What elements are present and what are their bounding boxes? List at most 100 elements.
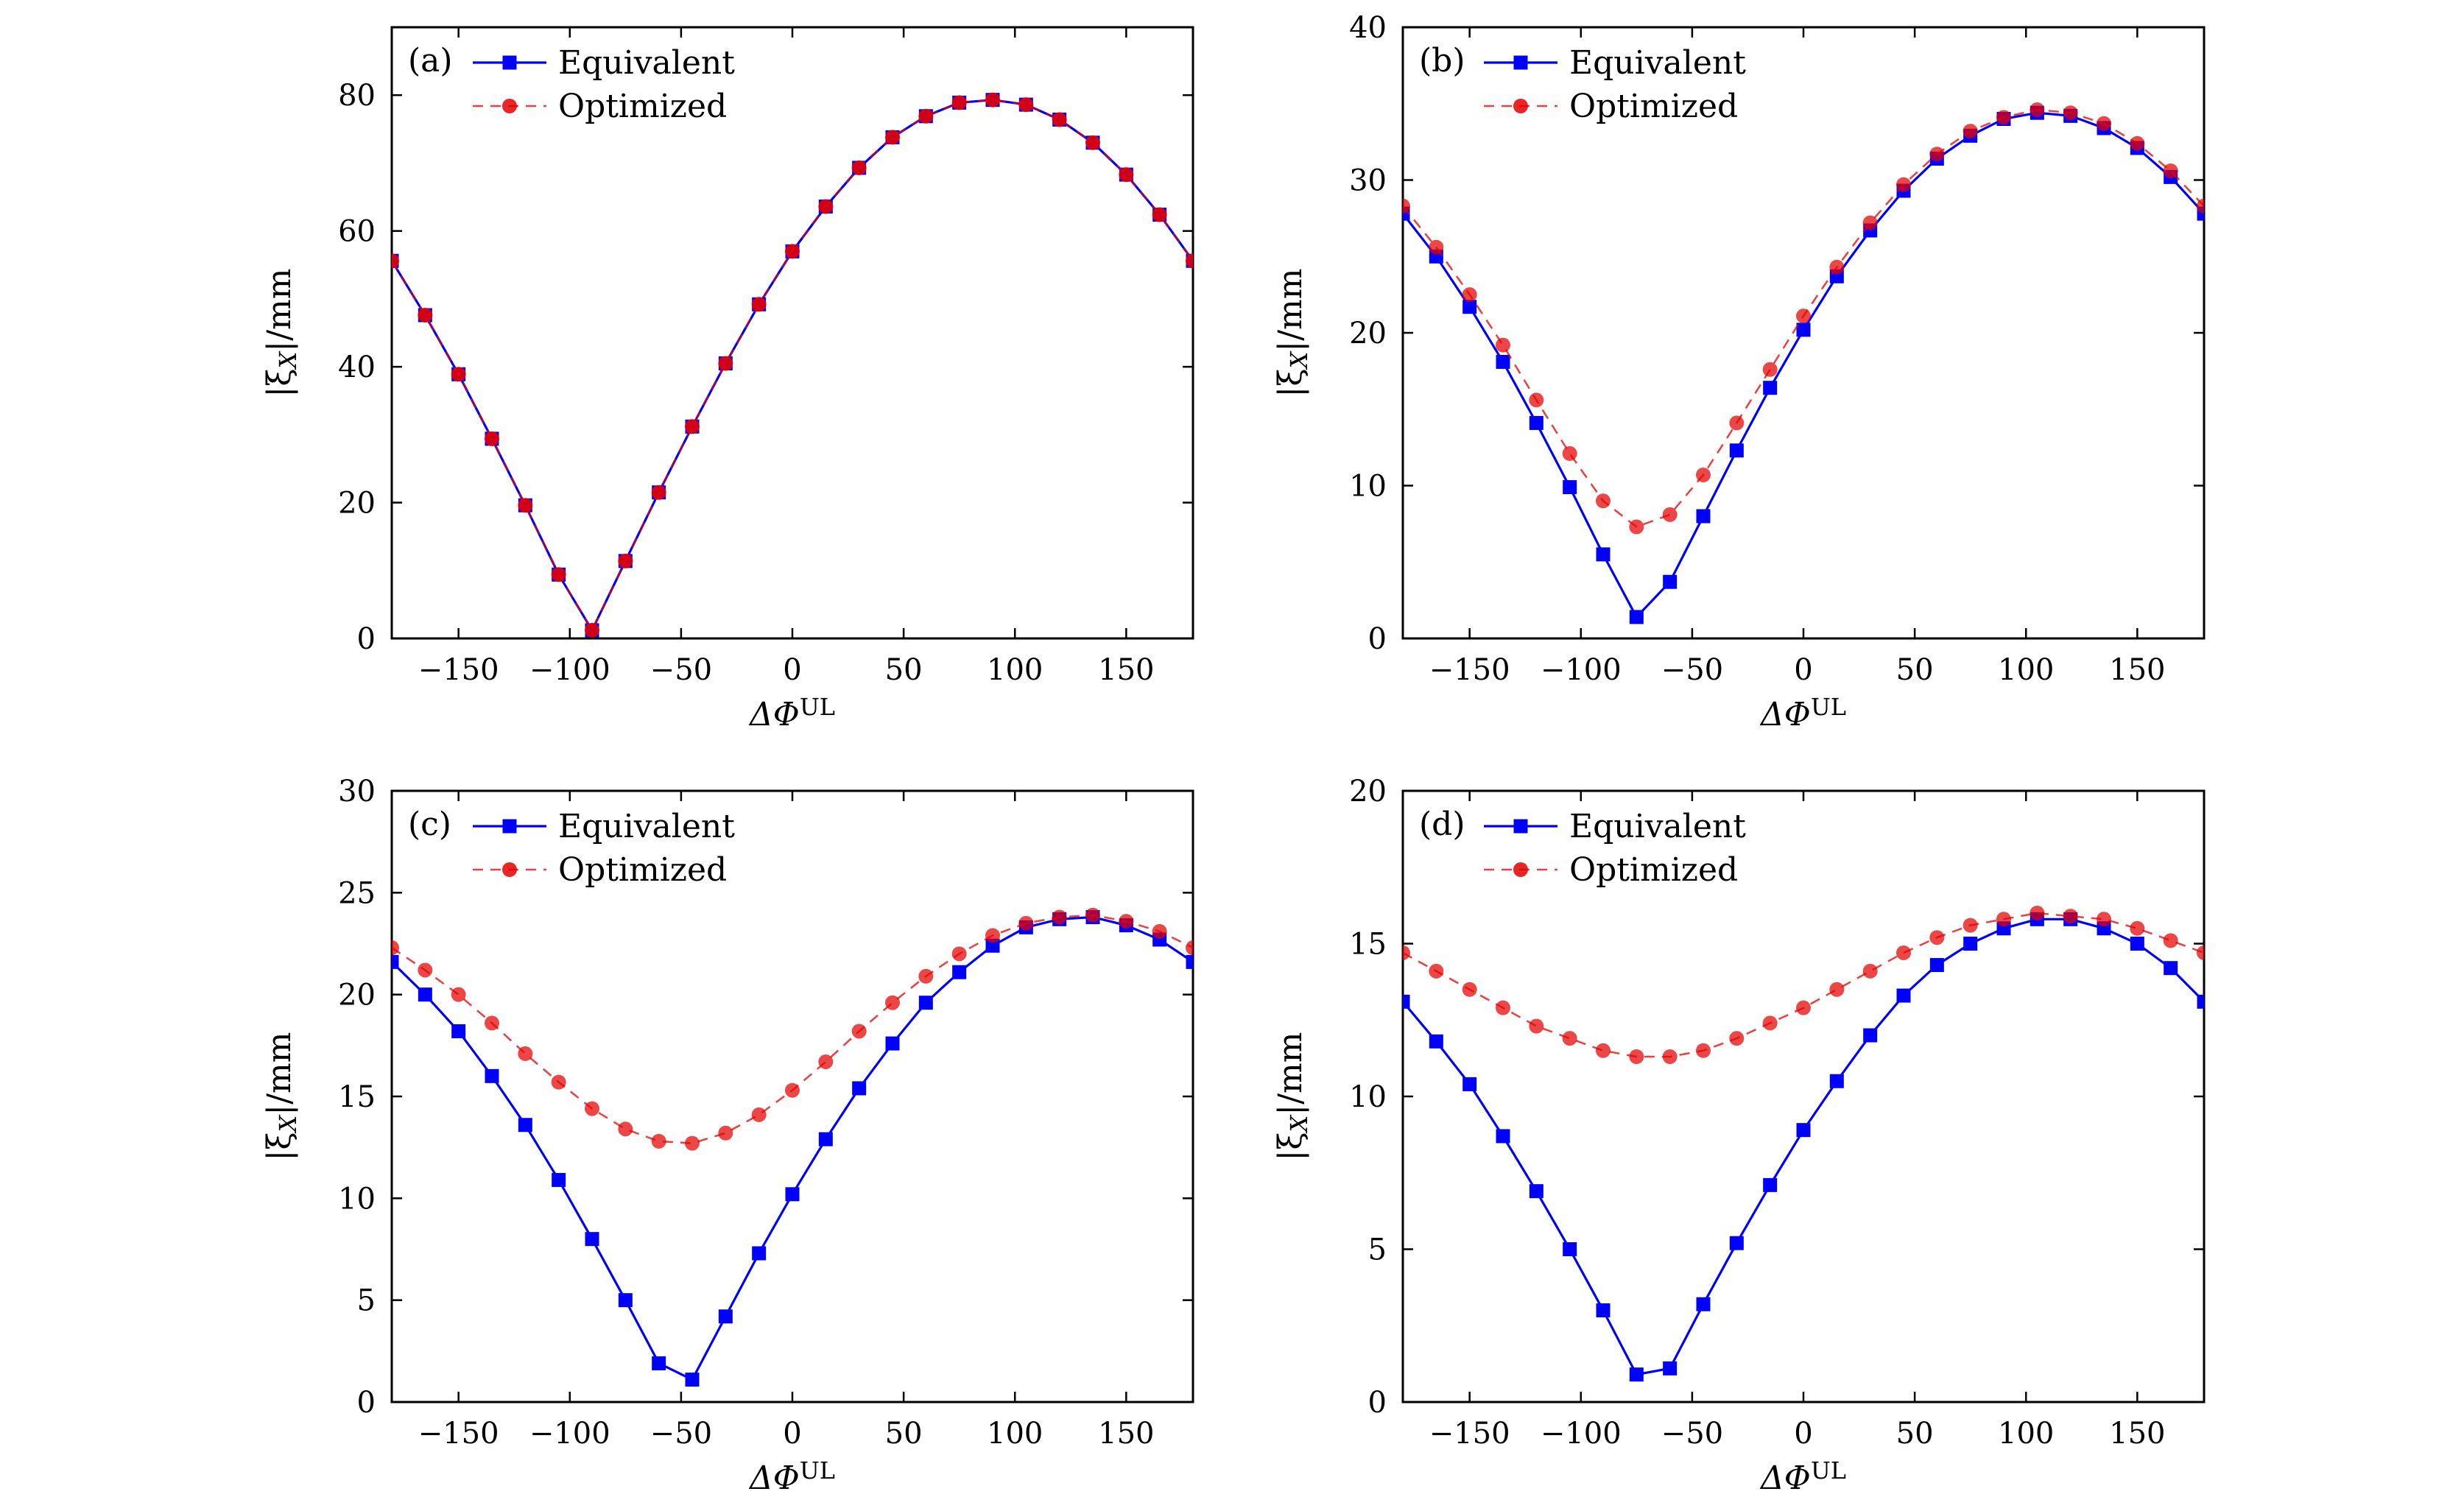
x-tick-label: 50 [1896,653,1934,687]
y-axis-title-main: |ξ [261,368,298,397]
x-tick-label: −100 [529,1417,610,1451]
y-tick-label: 15 [338,1080,376,1114]
data-point-equivalent [1462,300,1477,314]
x-tick-label: 100 [1998,653,2054,687]
data-point-equivalent [1186,954,1193,969]
data-point-optimized [951,946,967,962]
data-point-optimized [2130,135,2145,151]
data-point-optimized [1829,259,1845,275]
data-point-optimized [585,1101,599,1116]
data-point-optimized [1562,445,1577,461]
data-point-optimized [1729,1031,1745,1046]
x-tick-label: 100 [987,1417,1043,1451]
plot-area [1403,102,2204,624]
y-tick-label: 10 [1349,470,1387,504]
data-point-equivalent [1696,1297,1711,1311]
data-point-optimized [2063,909,2078,924]
x-axis-title-main: ΔΦ [748,696,800,733]
data-point-optimized [685,1135,700,1151]
data-point-optimized [451,987,466,1002]
y-axis-title-unit: |/mm [261,269,298,352]
data-point-equivalent [1563,1242,1577,1256]
data-point-optimized [1662,507,1678,522]
data-point-optimized [392,253,399,269]
data-point-optimized [551,567,566,582]
data-point-optimized [1403,945,1410,960]
data-point-optimized [2197,198,2204,214]
data-point-optimized [1429,963,1444,979]
legend-label-optimized: Optimized [558,851,727,889]
data-point-equivalent [785,1187,800,1202]
data-point-optimized [1996,912,2011,927]
data-point-optimized [1152,923,1167,939]
data-point-optimized [1996,110,2011,125]
data-point-optimized [885,995,900,1010]
data-point-optimized [751,1107,767,1122]
data-point-optimized [1562,1031,1577,1046]
y-tick-label: 10 [1349,1080,1387,1114]
data-point-optimized [485,431,499,446]
data-point-optimized [785,244,800,259]
y-tick-label: 60 [338,215,376,249]
y-axis-title-sub: X [1285,351,1313,370]
x-tick-label: 150 [1098,1417,1154,1451]
x-tick-label: 0 [783,1417,801,1451]
legend-label-optimized: Optimized [1569,851,1738,889]
x-tick-label: 100 [987,653,1043,687]
data-point-optimized [1529,1018,1544,1034]
data-point-optimized [551,1074,566,1090]
x-axis-title: ΔΦUL [748,1457,835,1497]
data-point-optimized [718,1125,733,1141]
legend-label-optimized: Optimized [1569,88,1738,125]
data-point-equivalent [1462,1077,1477,1091]
data-point-equivalent [1963,937,1978,951]
data-point-equivalent [1403,994,1410,1009]
x-axis-title-main: ΔΦ [748,1459,800,1497]
x-tick-label: 50 [885,1417,923,1451]
chart-panel-b: −150 −100 −50 0 50 100 150 0 10 20 30 40 ΔΦUL |ξX|/mm… [1272,11,2206,733]
data-point-optimized [1529,392,1544,408]
x-axis-title-sup: UL [1811,1457,1846,1484]
x-tick-label: −50 [1661,1417,1723,1451]
data-point-optimized [2130,920,2145,936]
y-tick-label: 80 [338,79,376,113]
data-point-equivalent [1529,1184,1543,1199]
x-axis-title: ΔΦUL [1759,1457,1846,1497]
x-tick-label: −100 [1541,653,1622,687]
y-axis-title-sub: X [1285,1114,1313,1134]
data-point-optimized [451,367,466,382]
data-point-optimized [2097,912,2111,927]
y-axis-title-sub: X [274,351,302,370]
x-axis-title-sup: UL [800,1457,835,1484]
y-axis-title-main: |ξ [1272,368,1309,397]
data-point-equivalent [1596,1303,1611,1317]
x-tick-label: −50 [1661,653,1723,687]
y-tick-label: 30 [1349,164,1387,198]
legend-marker-optimized [502,862,517,877]
data-point-optimized [485,1015,499,1031]
data-point-optimized [1862,963,1878,979]
data-point-equivalent [1403,206,1410,221]
legend-label-equivalent: Equivalent [1569,808,1746,845]
legend-marker-equivalent [1513,55,1528,70]
data-point-equivalent [1763,1177,1778,1192]
plot-frame [390,26,1194,640]
data-point-optimized [785,1082,800,1098]
data-point-optimized [418,308,433,323]
data-point-optimized [651,1133,666,1149]
data-point-equivalent [518,1118,532,1133]
chart-panel-c: −150 −100 −50 0 50 100 150 0 5 10 15 20 25 30 ΔΦUL |ξX|… [261,775,1194,1497]
data-point-optimized [2097,116,2111,131]
y-axis-title-unit: |/mm [261,1032,298,1116]
data-point-equivalent [2197,994,2204,1009]
data-point-optimized [1929,930,1945,945]
data-point-optimized [2197,945,2204,960]
data-point-equivalent [1563,480,1577,495]
data-point-optimized [951,95,967,110]
x-tick-label: −150 [418,1417,499,1451]
series-line-optimized [1403,912,2204,1058]
y-tick-label: 0 [1368,1386,1387,1420]
data-point-optimized [751,297,767,312]
legend-marker-optimized [1513,99,1528,113]
